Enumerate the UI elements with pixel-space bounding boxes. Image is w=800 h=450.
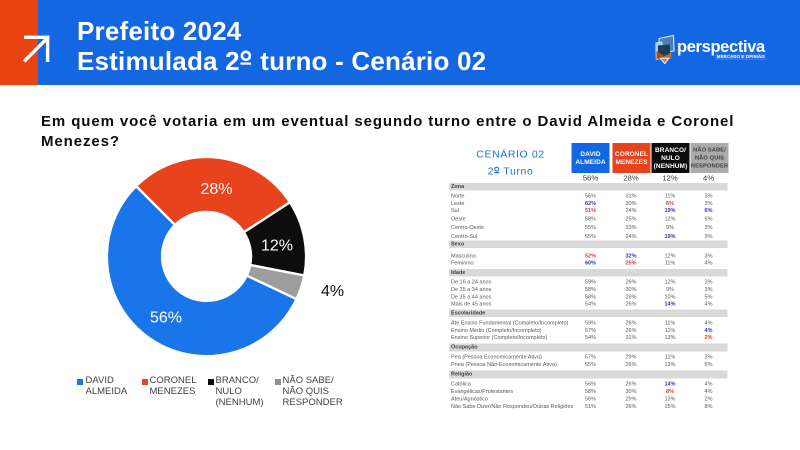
svg-text:12%: 12% <box>261 238 293 255</box>
svg-text:28%: 28% <box>200 181 232 198</box>
svg-text:4%: 4% <box>321 283 344 300</box>
svg-text:56%: 56% <box>150 310 182 327</box>
